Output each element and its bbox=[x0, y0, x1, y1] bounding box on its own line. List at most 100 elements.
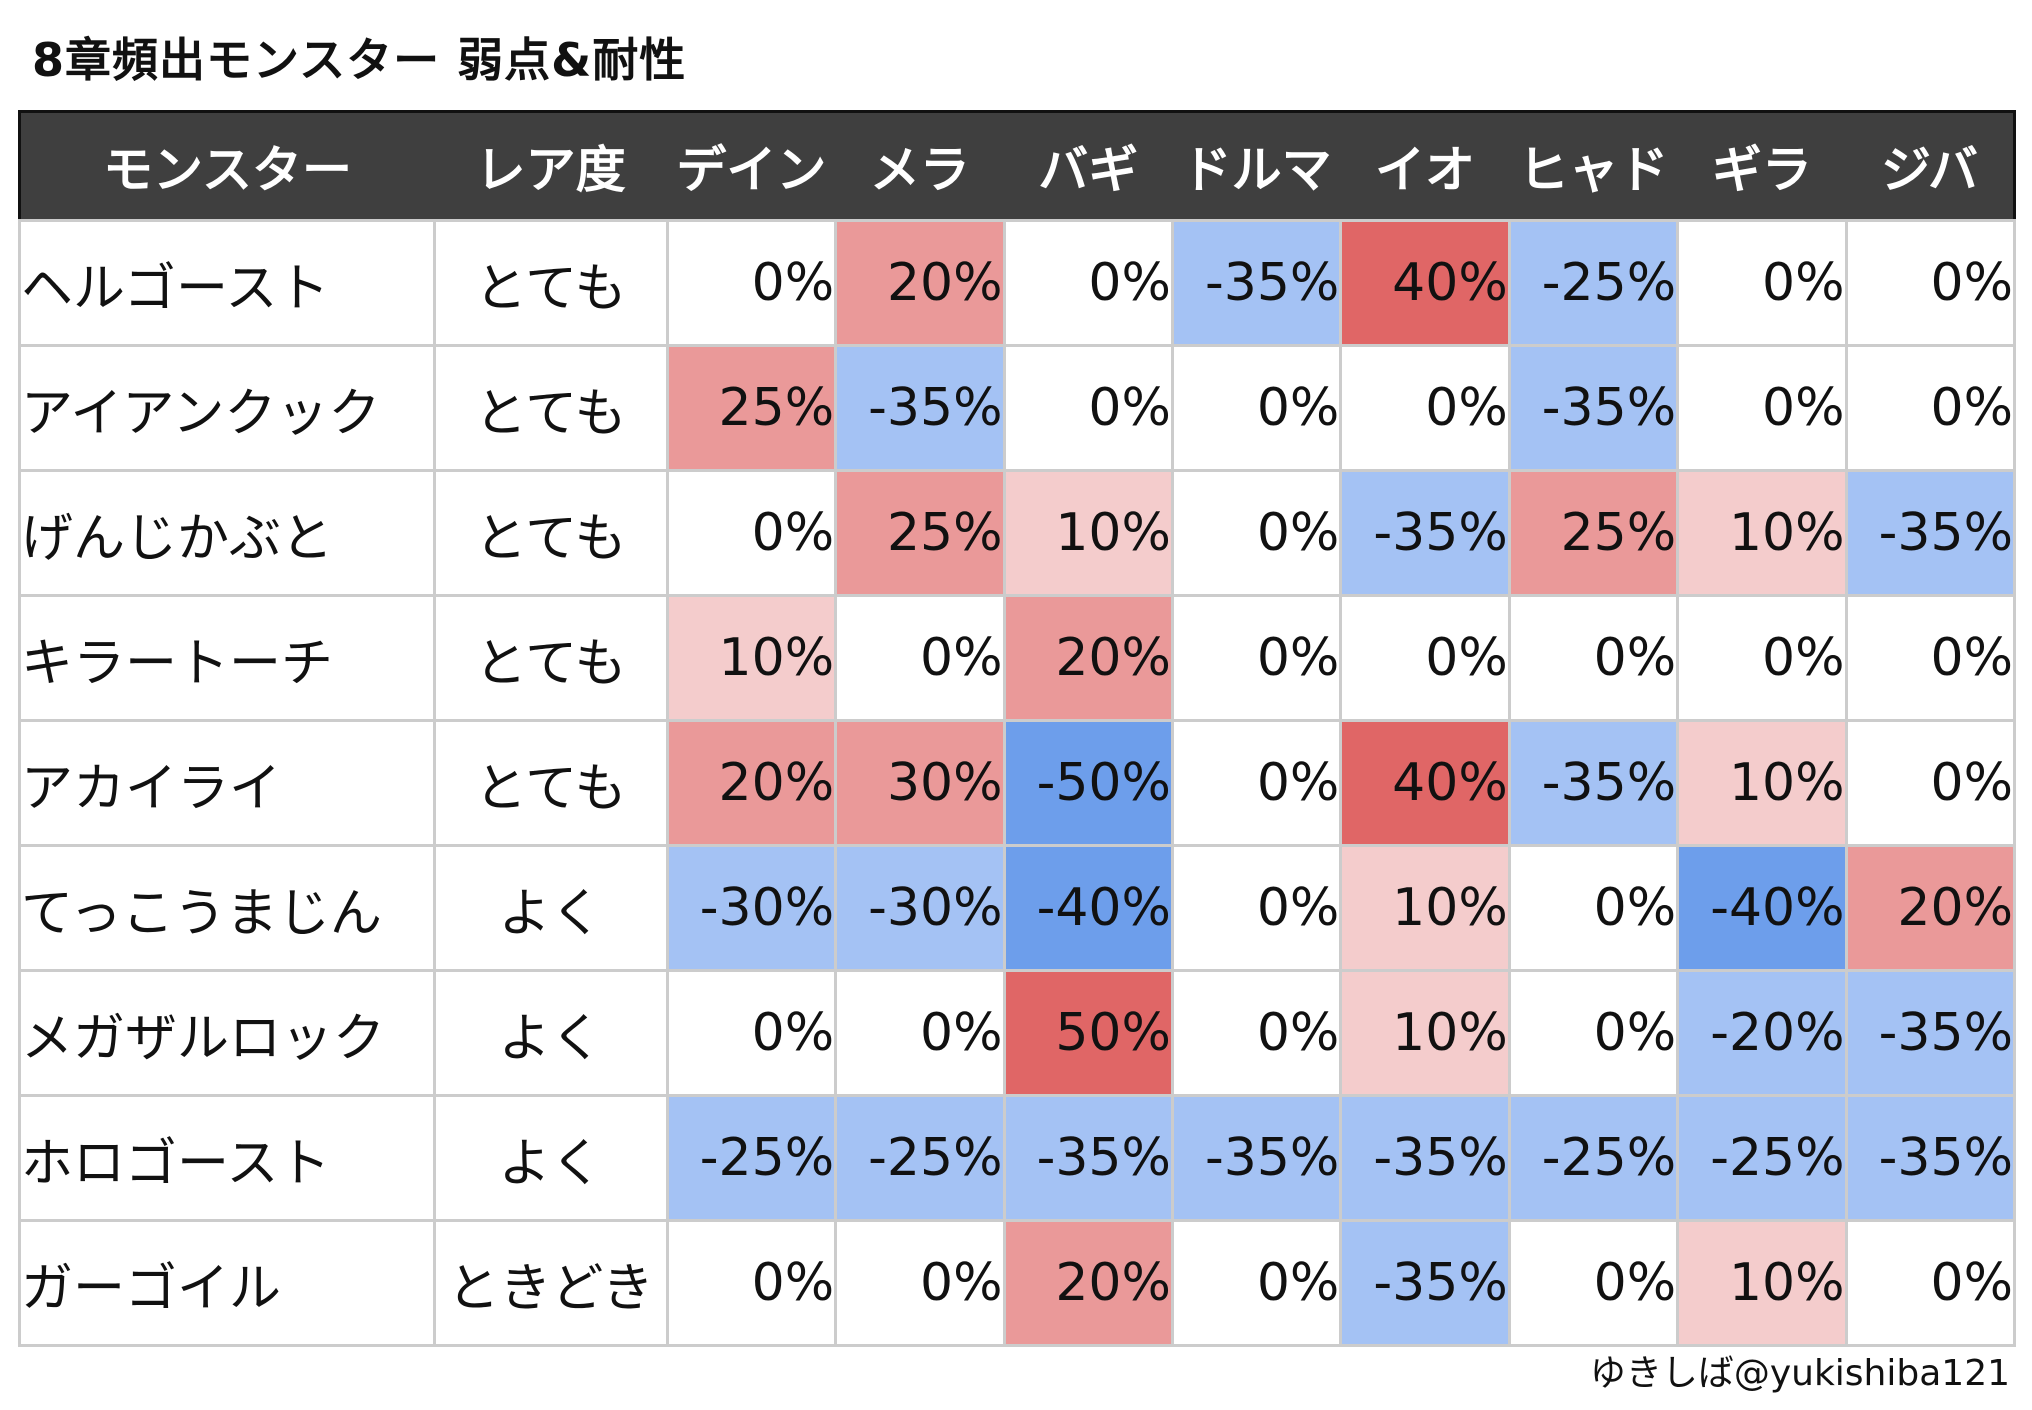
column-header-hyado: ヒャド bbox=[1509, 111, 1678, 221]
table-row: ガーゴイル ときどき 0% 0% 20% 0% -35% 0% 10% 0% bbox=[18, 1219, 2017, 1347]
resistance-value-cell: -35% bbox=[1339, 1219, 1511, 1347]
resistance-value-cell: -40% bbox=[1002, 844, 1174, 972]
column-header-io: イオ bbox=[1340, 111, 1510, 221]
resistance-value-cell: -25% bbox=[1507, 1094, 1680, 1222]
page-title: 8章頻出モンスター 弱点&耐性 bbox=[32, 33, 687, 87]
resistance-value-cell: -35% bbox=[1844, 969, 2017, 1097]
resistance-value-cell: -40% bbox=[1676, 844, 1848, 972]
resistance-value-cell: 0% bbox=[834, 969, 1006, 1097]
resistance-value-cell: -30% bbox=[665, 844, 838, 972]
resistance-value-cell: 25% bbox=[834, 469, 1006, 597]
resistance-value-cell: 0% bbox=[1170, 594, 1343, 722]
monster-name-cell: ヘルゴースト bbox=[18, 219, 436, 347]
resistance-value-cell: -35% bbox=[1170, 219, 1343, 347]
rarity-cell: とても bbox=[432, 594, 669, 722]
resistance-value-cell: 0% bbox=[1170, 1219, 1343, 1347]
resistance-value-cell: -25% bbox=[665, 1094, 838, 1222]
resistance-value-cell: -35% bbox=[1507, 344, 1680, 472]
monster-name-cell: アイアンクック bbox=[18, 344, 436, 472]
header-row: モンスター レア度 デイン メラ バギ ドルマ イオ ヒャド ギラ ジバ bbox=[19, 111, 2015, 221]
rarity-cell: とても bbox=[432, 719, 669, 847]
resistance-value-cell: 50% bbox=[1002, 969, 1174, 1097]
resistance-value-cell: 10% bbox=[1339, 844, 1511, 972]
resistance-value-cell: 10% bbox=[1676, 1219, 1848, 1347]
resistance-value-cell: 0% bbox=[1844, 344, 2017, 472]
resistance-value-cell: 0% bbox=[1507, 1219, 1680, 1347]
table-row: アカイライ とても 20% 30% -50% 0% 40% -35% 10% 0% bbox=[18, 719, 2017, 847]
resistance-value-cell: 0% bbox=[1339, 344, 1511, 472]
rarity-cell: とても bbox=[432, 344, 669, 472]
rarity-cell: ときどき bbox=[432, 1219, 669, 1347]
resistance-value-cell: -35% bbox=[1170, 1094, 1343, 1222]
resistance-value-cell: 0% bbox=[834, 1219, 1006, 1347]
resistance-value-cell: 30% bbox=[834, 719, 1006, 847]
resistance-value-cell: -50% bbox=[1002, 719, 1174, 847]
resistance-value-cell: 0% bbox=[665, 969, 838, 1097]
table-row: ヘルゴースト とても 0% 20% 0% -35% 40% -25% 0% 0% bbox=[18, 219, 2017, 347]
resistance-value-cell: 20% bbox=[1844, 844, 2017, 972]
column-header-dein: デイン bbox=[667, 111, 836, 221]
resistance-value-cell: -35% bbox=[1844, 1094, 2017, 1222]
rarity-cell: よく bbox=[432, 844, 669, 972]
resistance-value-cell: 10% bbox=[1339, 969, 1511, 1097]
resistance-value-cell: -20% bbox=[1676, 969, 1848, 1097]
resistance-value-cell: 0% bbox=[665, 1219, 838, 1347]
resistance-value-cell: -25% bbox=[1676, 1094, 1848, 1222]
resistance-value-cell: 40% bbox=[1339, 719, 1511, 847]
resistance-value-cell: -35% bbox=[1002, 1094, 1174, 1222]
monster-name-cell: メガザルロック bbox=[18, 969, 436, 1097]
table-row: ホロゴースト よく -25% -25% -35% -35% -35% -25% -25% -35% bbox=[18, 1094, 2017, 1222]
resistance-value-cell: -35% bbox=[1339, 469, 1511, 597]
resistance-value-cell: 10% bbox=[1676, 469, 1848, 597]
resistance-value-cell: 0% bbox=[1507, 844, 1680, 972]
column-header-doruma: ドルマ bbox=[1172, 111, 1341, 221]
table-row: アイアンクック とても 25% -35% 0% 0% 0% -35% 0% 0% bbox=[18, 344, 2017, 472]
column-header-gira: ギラ bbox=[1677, 111, 1847, 221]
resistance-value-cell: 0% bbox=[1844, 594, 2017, 722]
resistance-value-cell: 40% bbox=[1339, 219, 1511, 347]
monster-name-cell: キラートーチ bbox=[18, 594, 436, 722]
column-header-jiba: ジバ bbox=[1846, 111, 2015, 221]
resistance-value-cell: 0% bbox=[1676, 344, 1848, 472]
resistance-value-cell: 0% bbox=[1339, 594, 1511, 722]
resistance-value-cell: 10% bbox=[665, 594, 838, 722]
resistance-value-cell: 0% bbox=[1676, 219, 1848, 347]
monster-name-cell: げんじかぶと bbox=[18, 469, 436, 597]
table-row: げんじかぶと とても 0% 25% 10% 0% -35% 25% 10% -35% bbox=[18, 469, 2017, 597]
resistance-value-cell: -25% bbox=[834, 1094, 1006, 1222]
resistance-value-cell: 25% bbox=[1507, 469, 1680, 597]
resistance-value-cell: -30% bbox=[834, 844, 1006, 972]
rarity-cell: とても bbox=[432, 469, 669, 597]
rarity-cell: よく bbox=[432, 969, 669, 1097]
table-row: メガザルロック よく 0% 0% 50% 0% 10% 0% -20% -35% bbox=[18, 969, 2017, 1097]
resistance-value-cell: 10% bbox=[1676, 719, 1848, 847]
author-credit: ゆきしば@yukishiba121 bbox=[1589, 1353, 2010, 1394]
resistance-value-cell: -25% bbox=[1507, 219, 1680, 347]
resistance-value-cell: 0% bbox=[1844, 219, 2017, 347]
resistance-value-cell: 0% bbox=[1002, 219, 1174, 347]
weakness-table: モンスター レア度 デイン メラ バギ ドルマ イオ ヒャド ギラ ジバ ヘルゴ… bbox=[18, 110, 2017, 1347]
resistance-value-cell: -35% bbox=[1844, 469, 2017, 597]
rarity-cell: とても bbox=[432, 219, 669, 347]
rarity-cell: よく bbox=[432, 1094, 669, 1222]
resistance-value-cell: 0% bbox=[665, 469, 838, 597]
monster-name-cell: ホロゴースト bbox=[18, 1094, 436, 1222]
column-header-rarity: レア度 bbox=[434, 111, 668, 221]
monster-name-cell: てっこうまじん bbox=[18, 844, 436, 972]
monster-name-cell: ガーゴイル bbox=[18, 1219, 436, 1347]
resistance-value-cell: 0% bbox=[1170, 344, 1343, 472]
column-header-mera: メラ bbox=[835, 111, 1005, 221]
resistance-value-cell: 25% bbox=[665, 344, 838, 472]
resistance-value-cell: 0% bbox=[1002, 344, 1174, 472]
resistance-value-cell: -35% bbox=[834, 344, 1006, 472]
resistance-value-cell: 20% bbox=[834, 219, 1006, 347]
resistance-value-cell: 0% bbox=[1170, 719, 1343, 847]
resistance-value-cell: 0% bbox=[1507, 594, 1680, 722]
table-row: キラートーチ とても 10% 0% 20% 0% 0% 0% 0% 0% bbox=[18, 594, 2017, 722]
resistance-value-cell: 0% bbox=[1170, 844, 1343, 972]
resistance-value-cell: 0% bbox=[1844, 1219, 2017, 1347]
table-row: てっこうまじん よく -30% -30% -40% 0% 10% 0% -40% 20% bbox=[18, 844, 2017, 972]
resistance-value-cell: 20% bbox=[1002, 1219, 1174, 1347]
resistance-value-cell: -35% bbox=[1507, 719, 1680, 847]
resistance-value-cell: 0% bbox=[665, 219, 838, 347]
